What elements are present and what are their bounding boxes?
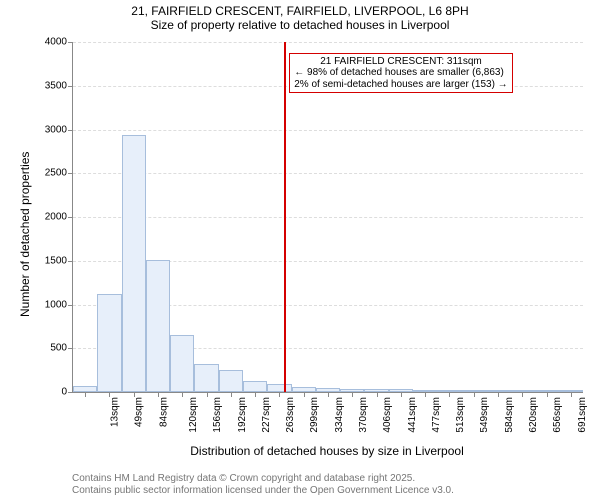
xtick-label: 477sqm — [431, 397, 442, 433]
xtick-label: 13sqm — [110, 397, 121, 427]
annotation-box: 21 FAIRFIELD CRESCENT: 311sqm← 98% of de… — [289, 53, 512, 94]
histogram-bar — [194, 364, 218, 392]
xtick-label: 513sqm — [455, 397, 466, 433]
xtick-label: 299sqm — [310, 397, 321, 433]
annotation-line: 2% of semi-detached houses are larger (1… — [294, 79, 507, 91]
xtick-label: 263sqm — [285, 397, 296, 433]
histogram-bar — [243, 381, 267, 392]
histogram-bar — [97, 294, 121, 392]
grid-line — [73, 217, 583, 218]
grid-line — [73, 42, 583, 43]
xtick-mark — [522, 392, 523, 397]
title-subtitle: Size of property relative to detached ho… — [0, 18, 600, 32]
xtick-mark — [207, 392, 208, 397]
xtick-mark — [328, 392, 329, 397]
x-axis-label: Distribution of detached houses by size … — [72, 444, 582, 458]
footer-line-2: Contains public sector information licen… — [72, 485, 454, 497]
xtick-label: 192sqm — [237, 397, 248, 433]
y-axis-label: Number of detached properties — [18, 152, 32, 317]
xtick-mark — [231, 392, 232, 397]
xtick-label: 120sqm — [188, 397, 199, 433]
xtick-label: 370sqm — [358, 397, 369, 433]
xtick-mark — [304, 392, 305, 397]
footer-attribution: Contains HM Land Registry data © Crown c… — [72, 473, 454, 496]
grid-line — [73, 173, 583, 174]
ytick-label: 3000 — [45, 124, 73, 135]
xtick-label: 334sqm — [334, 397, 345, 433]
chart-container: 21, FAIRFIELD CRESCENT, FAIRFIELD, LIVER… — [0, 0, 600, 500]
xtick-label: 406sqm — [382, 397, 393, 433]
xtick-mark — [134, 392, 135, 397]
chart-title: 21, FAIRFIELD CRESCENT, FAIRFIELD, LIVER… — [0, 4, 600, 33]
xtick-mark — [474, 392, 475, 397]
xtick-label: 84sqm — [158, 397, 169, 427]
histogram-bar — [170, 335, 194, 392]
footer-line-1: Contains HM Land Registry data © Crown c… — [72, 473, 454, 485]
xtick-label: 656sqm — [552, 397, 563, 433]
histogram-bar — [267, 384, 291, 392]
xtick-mark — [377, 392, 378, 397]
ytick-label: 3500 — [45, 80, 73, 91]
ytick-label: 500 — [50, 343, 73, 354]
title-address: 21, FAIRFIELD CRESCENT, FAIRFIELD, LIVER… — [0, 4, 600, 18]
xtick-mark — [571, 392, 572, 397]
xtick-label: 441sqm — [407, 397, 418, 433]
xtick-label: 156sqm — [212, 397, 223, 433]
xtick-mark — [401, 392, 402, 397]
reference-line — [284, 42, 286, 392]
ytick-label: 1500 — [45, 255, 73, 266]
xtick-mark — [158, 392, 159, 397]
annotation-line: 21 FAIRFIELD CRESCENT: 311sqm — [294, 56, 507, 68]
xtick-mark — [85, 392, 86, 397]
annotation-line: ← 98% of detached houses are smaller (6,… — [294, 67, 507, 79]
xtick-label: 227sqm — [261, 397, 272, 433]
xtick-mark — [109, 392, 110, 397]
ytick-label: 2000 — [45, 212, 73, 223]
xtick-mark — [449, 392, 450, 397]
xtick-mark — [279, 392, 280, 397]
histogram-bar — [146, 260, 170, 392]
histogram-bar — [219, 370, 243, 392]
xtick-mark — [498, 392, 499, 397]
xtick-label: 584sqm — [504, 397, 515, 433]
xtick-mark — [425, 392, 426, 397]
ytick-label: 1000 — [45, 299, 73, 310]
xtick-label: 620sqm — [528, 397, 539, 433]
grid-line — [73, 130, 583, 131]
ytick-label: 2500 — [45, 168, 73, 179]
xtick-label: 691sqm — [577, 397, 588, 433]
xtick-label: 549sqm — [480, 397, 491, 433]
xtick-label: 49sqm — [134, 397, 145, 427]
ytick-label: 0 — [61, 387, 73, 398]
xtick-mark — [352, 392, 353, 397]
xtick-mark — [182, 392, 183, 397]
histogram-bar — [122, 135, 146, 392]
ytick-label: 4000 — [45, 37, 73, 48]
xtick-mark — [547, 392, 548, 397]
xtick-mark — [255, 392, 256, 397]
plot-area: 0500100015002000250030003500400013sqm49s… — [72, 42, 583, 393]
